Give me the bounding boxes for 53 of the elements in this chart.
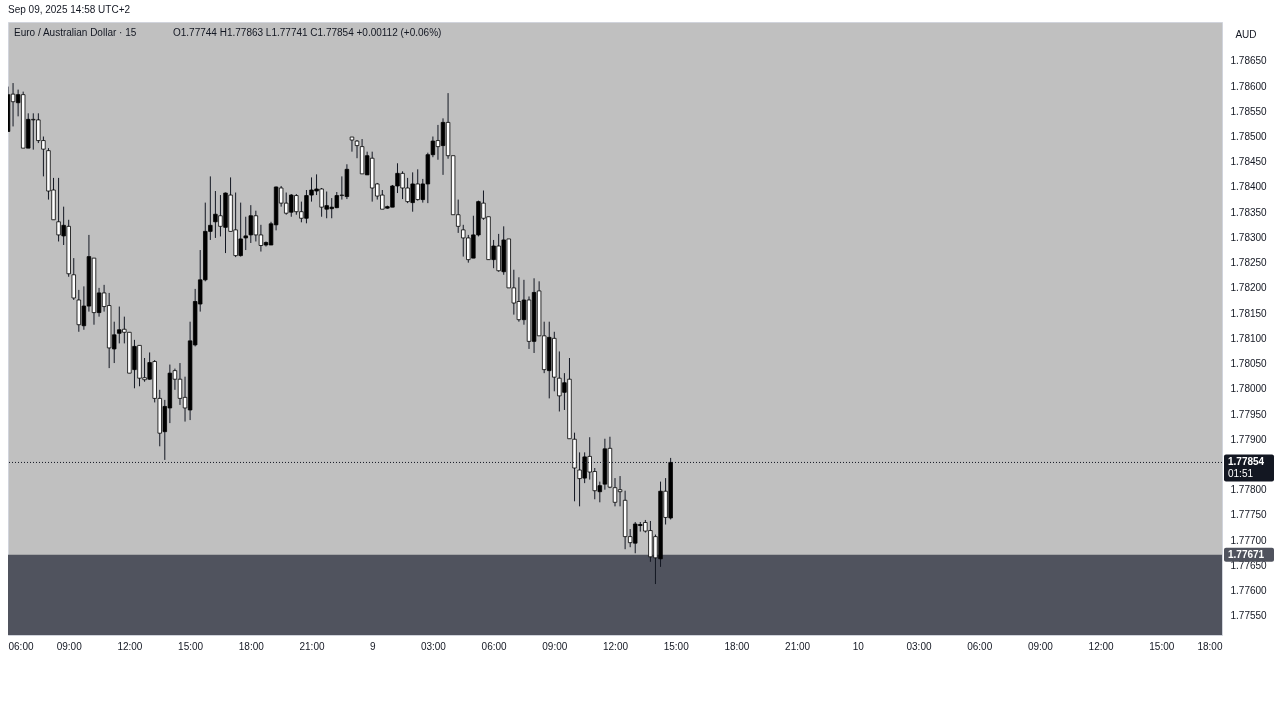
chart-title: Euro / Australian Dollar · 15 bbox=[14, 27, 137, 38]
x-tick-label: 09:00 bbox=[542, 640, 568, 652]
y-tick-label: 1.78300 bbox=[1230, 231, 1268, 243]
x-tick-label: 03:00 bbox=[420, 640, 447, 652]
y-tick-label: 1.77800 bbox=[1230, 484, 1268, 496]
x-tick-label: 10 bbox=[852, 640, 865, 652]
x-tick-label: 21:00 bbox=[785, 640, 811, 652]
y-tick-label: 1.78550 bbox=[1230, 105, 1268, 117]
x-tick-label: 12:00 bbox=[117, 640, 143, 652]
y-tick-label: 1.78450 bbox=[1230, 156, 1268, 168]
text: 01:51 bbox=[1228, 468, 1254, 480]
candlestick bbox=[349, 136, 355, 153]
x-tick-label: 06:00 bbox=[8, 640, 34, 652]
band-label: 1.77671 bbox=[1228, 548, 1265, 560]
ref-line-label: 1.77854 bbox=[1228, 456, 1265, 468]
y-tick-label: 1.77750 bbox=[1230, 509, 1268, 521]
x-tick-label: 21:00 bbox=[299, 640, 325, 652]
x-tick-label: 12:00 bbox=[1088, 640, 1115, 652]
candlestick bbox=[354, 139, 360, 159]
x-tick-label: 03:00 bbox=[906, 640, 932, 652]
y-tick-label: 1.78650 bbox=[1230, 55, 1268, 67]
chart-subtitle: O1.77744 H1.77863 L1.77741 C1.77854 +0.00112 (+0.06%) bbox=[173, 27, 442, 38]
y-axis-title: AUD bbox=[1235, 29, 1257, 40]
x-tick-label: 15:00 bbox=[663, 640, 690, 652]
y-tick-label: 1.78600 bbox=[1230, 80, 1268, 92]
x-tick-label: 15:00 bbox=[178, 640, 204, 652]
y-tick-label: 1.78150 bbox=[1230, 307, 1268, 319]
y-tick-label: 1.77900 bbox=[1230, 433, 1268, 445]
y-tick-label: 1.77550 bbox=[1230, 610, 1268, 622]
x-tick-label: 09:00 bbox=[56, 640, 83, 652]
y-tick-label: 1.78100 bbox=[1230, 332, 1268, 344]
x-tick-label: 18:00 bbox=[238, 640, 265, 652]
y-tick-label: 1.78000 bbox=[1230, 383, 1268, 395]
x-tick-label: 15:00 bbox=[1149, 640, 1175, 652]
x-tick-label: 18:00 bbox=[1197, 640, 1223, 652]
y-tick-label: 1.77600 bbox=[1230, 585, 1268, 597]
y-tick-label: 1.78200 bbox=[1230, 282, 1268, 294]
y-tick-label: 1.78400 bbox=[1230, 181, 1268, 193]
x-tick-label: 06:00 bbox=[481, 640, 508, 652]
y-tick-label: 1.77950 bbox=[1230, 408, 1268, 420]
x-tick-label: 9 bbox=[369, 640, 376, 652]
y-tick-label: 1.77700 bbox=[1230, 534, 1268, 546]
x-tick-label: 12:00 bbox=[602, 640, 629, 652]
y-tick-label: 1.77650 bbox=[1230, 559, 1268, 571]
y-tick-label: 1.78050 bbox=[1230, 358, 1268, 370]
x-tick-label: 09:00 bbox=[1027, 640, 1054, 652]
candlestick bbox=[71, 257, 76, 301]
x-tick-label: 18:00 bbox=[724, 640, 750, 652]
y-tick-label: 1.78350 bbox=[1230, 206, 1268, 218]
x-tick-label: 06:00 bbox=[967, 640, 993, 652]
text: Sep 09, 2025 14:58 UTC+2 bbox=[8, 4, 131, 15]
y-tick-label: 1.78500 bbox=[1230, 131, 1268, 143]
y-tick-label: 1.78250 bbox=[1230, 257, 1268, 269]
